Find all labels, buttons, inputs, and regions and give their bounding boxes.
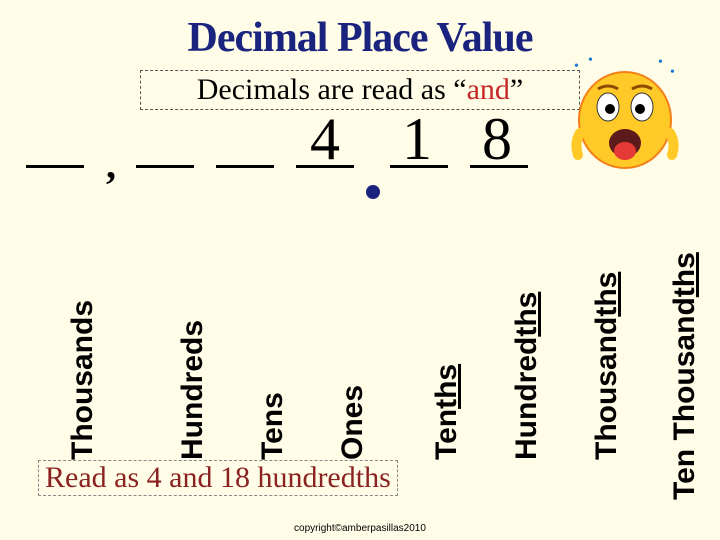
label-tens: Tens <box>256 392 290 460</box>
subtitle-pre: Decimals are read as “ <box>197 73 467 106</box>
copyright: copyright©amberpasillas2010 <box>0 523 720 534</box>
label-hundredths: Hundredths <box>510 292 544 460</box>
blank-tens <box>216 165 274 168</box>
label-hundreds: Hundreds <box>176 320 210 460</box>
read-as-text: Read as 4 and 18 hundredths <box>38 460 398 496</box>
digit-hundredths: 8 <box>482 105 512 174</box>
subtitle-post: ” <box>510 73 523 106</box>
label-tenthousandths: Ten Thousandths <box>668 252 702 500</box>
label-thousands: Thousands <box>66 300 100 460</box>
thousands-comma: , <box>106 141 116 188</box>
label-tenths: Tenths <box>430 364 464 460</box>
subtitle: Decimals are read as “and” <box>197 73 524 106</box>
label-thousandths: Thousandths <box>590 272 624 460</box>
subtitle-and: and <box>467 73 510 106</box>
label-ones: Ones <box>336 385 370 460</box>
subtitle-box: Decimals are read as “and” <box>140 70 580 110</box>
page-title: Decimal Place Value <box>0 0 720 62</box>
decimal-point <box>366 185 380 199</box>
surprised-face-icon: • • • • <box>570 65 680 175</box>
digit-tenths: 1 <box>402 105 432 174</box>
blank-hundreds <box>136 165 194 168</box>
digit-ones: 4 <box>310 105 340 174</box>
blank-thousands <box>26 165 84 168</box>
